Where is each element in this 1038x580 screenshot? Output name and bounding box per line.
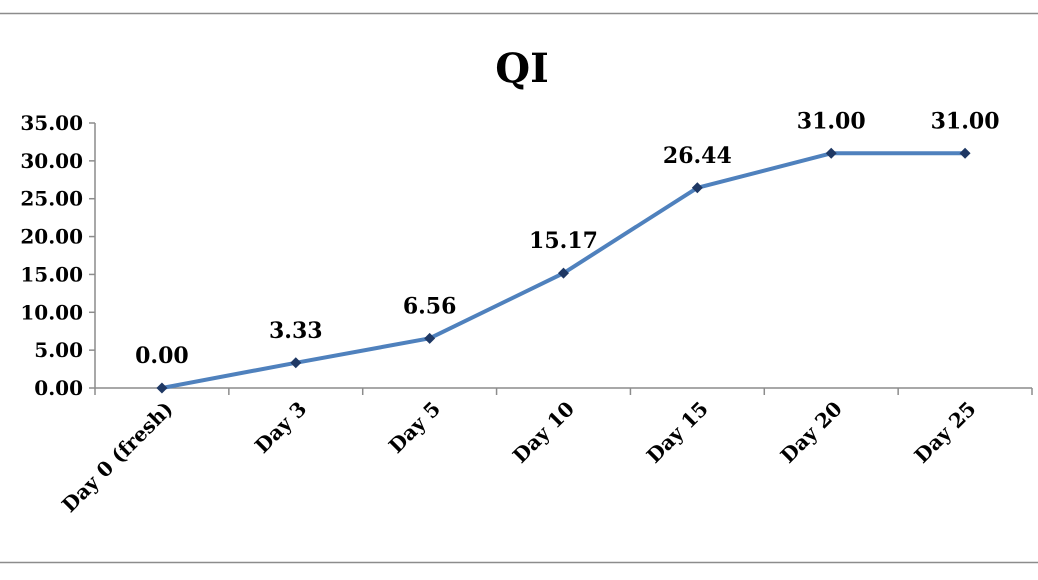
- data-label: 31.00: [931, 108, 1000, 134]
- y-tick-label: 20.00: [20, 225, 83, 249]
- y-tick-label: 35.00: [20, 111, 83, 135]
- x-tick-label: Day 10: [508, 397, 579, 468]
- data-label: 15.17: [529, 228, 598, 254]
- data-label: 26.44: [663, 143, 732, 169]
- chart-title: QI: [495, 45, 549, 92]
- data-point-marker: [691, 182, 703, 194]
- y-tick-label: 5.00: [34, 338, 83, 362]
- x-tick-label: Day 20: [776, 397, 847, 468]
- y-tick-label: 10.00: [20, 300, 83, 324]
- data-point-marker: [558, 267, 569, 279]
- x-axis: Day 0 (fresh) Day 3 Day 5 Day 10 Day 15 Day 2…: [57, 387, 1033, 517]
- data-point-marker: [424, 332, 436, 344]
- data-point-marker: [959, 147, 971, 159]
- data-point-marker: [156, 382, 168, 394]
- x-tick-label: Day 0 (fresh): [57, 397, 177, 517]
- data-point-marker: [290, 357, 302, 369]
- x-tick-label: Day 15: [642, 397, 713, 468]
- data-label-layer: 0.00 3.33 6.56 15.17 26.44 31.00 31.00: [135, 108, 999, 369]
- x-tick-label: Day 3: [250, 397, 311, 458]
- y-axis: 0.00 5.00 10.00 15.00 20.00 25.00 30.00 35.00: [20, 111, 96, 400]
- data-point-marker: [825, 147, 837, 159]
- y-tick-label: 15.00: [20, 262, 83, 286]
- data-label: 31.00: [797, 108, 866, 134]
- data-label: 0.00: [135, 343, 189, 369]
- y-tick-label: 0.00: [34, 376, 83, 400]
- x-tick-label: Day 5: [384, 397, 445, 458]
- y-tick-label: 30.00: [20, 149, 83, 173]
- data-label: 6.56: [403, 293, 457, 319]
- data-label: 3.33: [269, 318, 323, 344]
- x-tick-label: Day 25: [909, 397, 980, 468]
- series-layer: [156, 147, 971, 394]
- y-tick-label: 25.00: [20, 187, 83, 211]
